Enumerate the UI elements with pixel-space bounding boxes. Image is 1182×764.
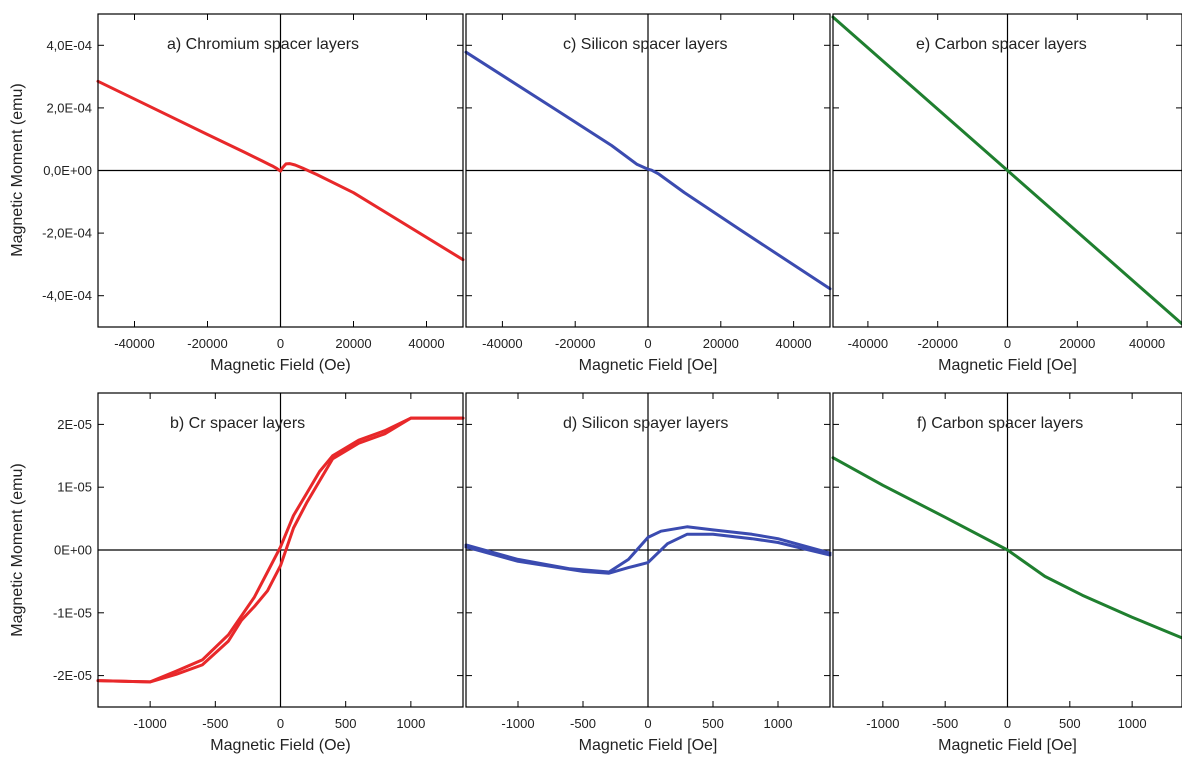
x-tick-label: 500: [702, 716, 724, 731]
plot-frame: [465, 13, 831, 328]
panel-title: e) Carbon spacer layers: [916, 36, 1087, 53]
panel-f: -1000 -500 0 500 1000 f) Carbon spacer layers…: [831, 392, 1182, 754]
plot-frame: [832, 392, 1182, 708]
panel-a: -40000 -20000 0 20000 40000 4,0E-04 2,0E-04 0,0…: [9, 13, 465, 374]
x-tick-label: 1000: [764, 716, 793, 731]
series-line-e-0: [831, 15, 1182, 326]
y-axis-label: Magnetic Moment (emu): [9, 83, 26, 256]
x-tick-label: 0: [644, 336, 651, 351]
plot-frame: [97, 13, 464, 328]
x-axis-label: Magnetic Field [Oe]: [938, 357, 1077, 374]
plot-frame: [97, 392, 464, 708]
x-tick-label: -40000: [114, 336, 154, 351]
x-tick-label: 0: [277, 336, 284, 351]
x-tick-label: -20000: [187, 336, 227, 351]
series-line-f-0: [831, 456, 1182, 640]
plot-frame: [465, 392, 831, 708]
x-tick-label: -1000: [866, 716, 899, 731]
x-tick-label: -1000: [134, 716, 167, 731]
y-tick-label: -2E-05: [53, 668, 92, 683]
panel-title: b) Cr spacer layers: [170, 415, 305, 432]
panel-c: -40000 -20000 0 20000 40000 c) Silicon spacer…: [464, 13, 832, 374]
panel-title: c) Silicon spacer layers: [563, 36, 728, 53]
panel-title: f) Carbon spacer layers: [917, 415, 1083, 432]
x-tick-label: 20000: [335, 336, 371, 351]
x-tick-label: 20000: [1059, 336, 1095, 351]
x-axis-label: Magnetic Field [Oe]: [579, 737, 718, 754]
x-axis-label: Magnetic Field [Oe]: [579, 357, 718, 374]
x-tick-label: 0: [1004, 336, 1011, 351]
x-axis-label: Magnetic Field [Oe]: [938, 737, 1077, 754]
x-tick-label: 500: [335, 716, 357, 731]
series-line-c-0: [464, 50, 832, 291]
panel-title: d) Silicon spayer layers: [563, 415, 728, 432]
plot-frame: [832, 13, 1182, 328]
series-line-d-1: [464, 532, 832, 575]
x-tick-label: 500: [1059, 716, 1081, 731]
y-tick-label: -4,0E-04: [42, 288, 92, 303]
x-tick-label: -40000: [848, 336, 888, 351]
x-tick-label: 0: [1004, 716, 1011, 731]
x-tick-label: 0: [277, 716, 284, 731]
x-tick-label: 1000: [396, 716, 425, 731]
x-tick-label: 1000: [1118, 716, 1147, 731]
x-tick-label: -20000: [555, 336, 595, 351]
x-axis-label: Magnetic Field (Oe): [210, 737, 351, 754]
y-tick-label: 4,0E-04: [46, 38, 92, 53]
x-tick-label: -500: [202, 716, 228, 731]
x-tick-label: -40000: [482, 336, 522, 351]
x-tick-label: -500: [570, 716, 596, 731]
y-tick-label: 1E-05: [57, 480, 92, 495]
y-tick-label: 2E-05: [57, 417, 92, 432]
series-line-a-0: [96, 79, 465, 262]
y-tick-label: 0,0E+00: [43, 163, 92, 178]
x-tick-label: 40000: [408, 336, 444, 351]
panel-title: a) Chromium spacer layers: [167, 36, 359, 53]
x-tick-label: -500: [932, 716, 958, 731]
y-axis-label: Magnetic Moment (emu): [9, 463, 26, 636]
x-tick-label: 40000: [1129, 336, 1165, 351]
panel-e: -40000 -20000 0 20000 40000 e) Carbon spacer …: [831, 13, 1182, 374]
y-tick-label: -2,0E-04: [42, 226, 92, 241]
series-line-b-1: [96, 416, 465, 684]
y-tick-label: -1E-05: [53, 605, 92, 620]
series-line-b-0: [96, 416, 465, 684]
y-tick-label: 0E+00: [54, 543, 92, 558]
x-tick-label: 0: [644, 716, 651, 731]
x-tick-label: -20000: [917, 336, 957, 351]
panel-d: -1000 -500 0 500 1000 d) Silicon spayer layer…: [464, 392, 832, 754]
x-axis-label: Magnetic Field (Oe): [210, 357, 351, 374]
y-tick-label: 2,0E-04: [46, 100, 92, 115]
x-tick-label: 40000: [776, 336, 812, 351]
x-tick-label: 20000: [703, 336, 739, 351]
x-tick-label: -1000: [501, 716, 534, 731]
panel-b: -1000 -500 0 500 1000 2E-05 1E-05 0E+00 -1E-05 -2…: [9, 392, 465, 754]
